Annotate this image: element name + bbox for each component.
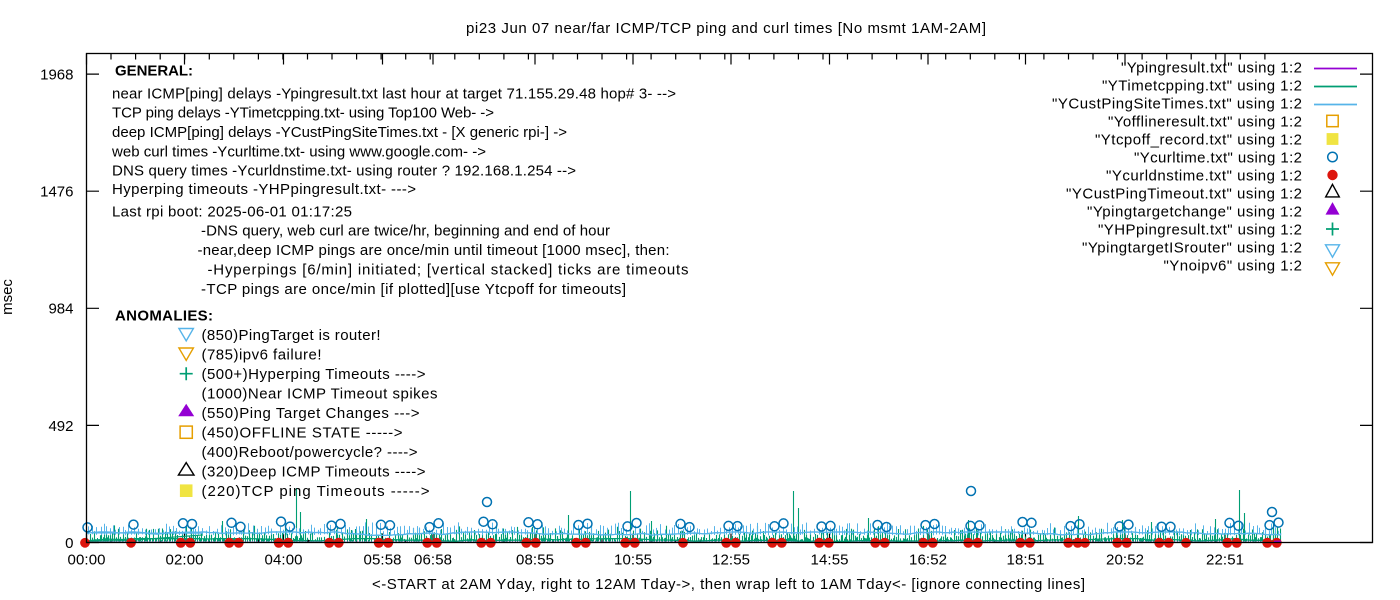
svg-text:"YTimetcpping.txt" using 1:2: "YTimetcpping.txt" using 1:2 bbox=[1102, 77, 1302, 94]
svg-text:msec: msec bbox=[0, 279, 16, 315]
svg-text:Hyperping timeouts -YHPpingres: Hyperping timeouts -YHPpingresult.txt- -… bbox=[112, 181, 416, 198]
svg-text:1968: 1968 bbox=[40, 67, 73, 84]
svg-text:"Ycurldnstime.txt" using 1:2: "Ycurldnstime.txt" using 1:2 bbox=[1106, 167, 1302, 184]
svg-text:492: 492 bbox=[48, 418, 73, 435]
svg-text:deep ICMP[ping] delays -YCustP: deep ICMP[ping] delays -YCustPingSiteTim… bbox=[112, 124, 567, 141]
svg-text:"Ynoipv6" using 1:2: "Ynoipv6" using 1:2 bbox=[1164, 257, 1303, 274]
svg-text:"Ytcpoff_record.txt" using 1:2: "Ytcpoff_record.txt" using 1:2 bbox=[1095, 131, 1302, 148]
svg-text:04:00: 04:00 bbox=[265, 551, 303, 568]
svg-text:(500+)Hyperping Timeouts ---->: (500+)Hyperping Timeouts ----> bbox=[202, 366, 426, 383]
svg-text:<-START at 2AM Yday, right to: <-START at 2AM Yday, right to 12AM Tday-… bbox=[372, 576, 1085, 593]
svg-text:(1000)Near ICMP Timeout spikes: (1000)Near ICMP Timeout spikes bbox=[202, 386, 438, 403]
svg-text:06:58: 06:58 bbox=[414, 551, 452, 568]
svg-text:-Hyperpings [6/min] initiated;: -Hyperpings [6/min] initiated; [vertical… bbox=[208, 262, 689, 279]
svg-text:984: 984 bbox=[48, 301, 73, 318]
svg-text:"YHPpingresult.txt" using 1:2: "YHPpingresult.txt" using 1:2 bbox=[1098, 221, 1302, 238]
svg-text:16:52: 16:52 bbox=[909, 551, 947, 568]
svg-text:DNS query times -Ycurldnstime.: DNS query times -Ycurldnstime.txt- using… bbox=[112, 163, 576, 180]
svg-text:(550)Ping Target Changes --->: (550)Ping Target Changes ---> bbox=[202, 405, 420, 422]
svg-text:02:00: 02:00 bbox=[166, 551, 204, 568]
svg-text:12:55: 12:55 bbox=[712, 551, 750, 568]
svg-text:22:51: 22:51 bbox=[1206, 551, 1244, 568]
svg-text:14:55: 14:55 bbox=[811, 551, 849, 568]
svg-text:00:00: 00:00 bbox=[68, 551, 106, 568]
svg-text:10:55: 10:55 bbox=[614, 551, 652, 568]
svg-text:1476: 1476 bbox=[40, 184, 73, 201]
svg-text:-DNS query, web curl are twice: -DNS query, web curl are twice/hr, begin… bbox=[201, 223, 610, 240]
svg-text:Last rpi boot: 2025-06-01 01:1: Last rpi boot: 2025-06-01 01:17:25 bbox=[112, 203, 352, 220]
svg-text:20:52: 20:52 bbox=[1106, 551, 1144, 568]
svg-text:"Ycurltime.txt" using 1:2: "Ycurltime.txt" using 1:2 bbox=[1134, 149, 1302, 166]
svg-text:ANOMALIES:: ANOMALIES: bbox=[115, 308, 213, 325]
svg-text:pi23 Jun 07 near/far ICMP/TCP: pi23 Jun 07 near/far ICMP/TCP ping and c… bbox=[466, 20, 986, 37]
svg-text:(320)Deep ICMP Timeouts ---->: (320)Deep ICMP Timeouts ----> bbox=[202, 464, 426, 481]
svg-text:GENERAL:: GENERAL: bbox=[115, 63, 193, 80]
svg-text:"YCustPingSiteTimes.txt" using: "YCustPingSiteTimes.txt" using 1:2 bbox=[1052, 95, 1302, 112]
svg-text:web curl times -Ycurltime.txt-: web curl times -Ycurltime.txt- using www… bbox=[111, 143, 486, 160]
svg-text:"YCustPingTimeout.txt" using 1: "YCustPingTimeout.txt" using 1:2 bbox=[1066, 185, 1302, 202]
svg-text:05:58: 05:58 bbox=[364, 551, 402, 568]
svg-text:(400)Reboot/powercycle? ---->: (400)Reboot/powercycle? ----> bbox=[202, 444, 418, 461]
svg-text:(785)ipv6 failure!: (785)ipv6 failure! bbox=[202, 347, 322, 364]
svg-text:(850)PingTarget is router!: (850)PingTarget is router! bbox=[202, 327, 381, 344]
svg-text:-TCP pings are once/min [if pl: -TCP pings are once/min [if plotted][use… bbox=[201, 281, 626, 298]
svg-text:"Ypingresult.txt" using 1:2: "Ypingresult.txt" using 1:2 bbox=[1121, 59, 1302, 76]
svg-text:"YpingtargetISrouter" using 1:: "YpingtargetISrouter" using 1:2 bbox=[1082, 239, 1302, 256]
svg-text:(450)OFFLINE STATE ----->: (450)OFFLINE STATE -----> bbox=[202, 425, 403, 442]
svg-text:near ICMP[ping] delays -Ypingr: near ICMP[ping] delays -Ypingresult.txt … bbox=[112, 85, 676, 102]
svg-text:0: 0 bbox=[65, 535, 73, 552]
svg-text:(220)TCP ping Timeouts ----->: (220)TCP ping Timeouts -----> bbox=[202, 483, 430, 500]
svg-text:18:51: 18:51 bbox=[1007, 551, 1045, 568]
svg-text:"Ypingtargetchange" using 1:2: "Ypingtargetchange" using 1:2 bbox=[1087, 203, 1302, 220]
svg-text:-near,deep ICMP pings are once: -near,deep ICMP pings are once/min until… bbox=[198, 242, 670, 259]
svg-text:TCP ping delays -YTimetcpping.: TCP ping delays -YTimetcpping.txt- using… bbox=[112, 105, 494, 122]
svg-text:"Yofflineresult.txt" using 1:2: "Yofflineresult.txt" using 1:2 bbox=[1108, 113, 1302, 130]
svg-text:08:55: 08:55 bbox=[516, 551, 554, 568]
